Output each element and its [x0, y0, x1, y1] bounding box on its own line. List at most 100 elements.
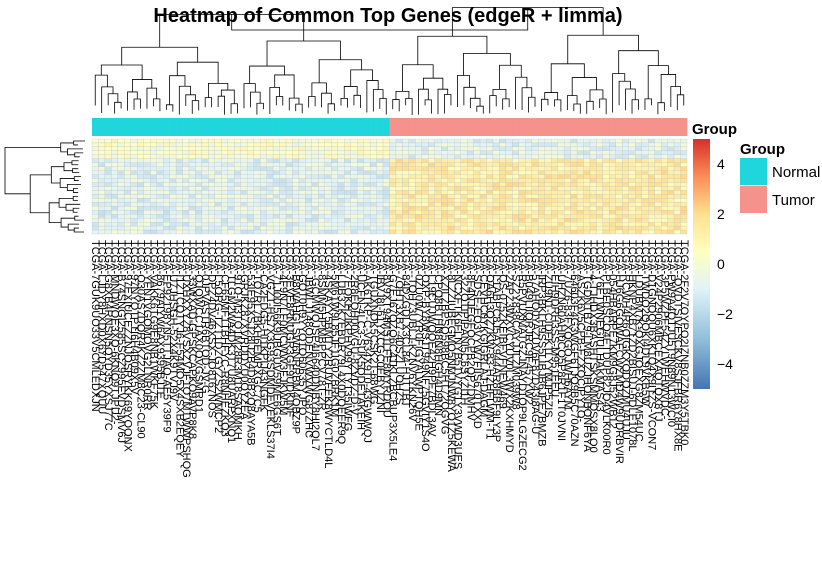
heatmap-cell [272, 182, 280, 187]
heatmap-cell [382, 214, 390, 219]
heatmap-cell [602, 174, 610, 179]
heatmap-cell [454, 225, 461, 231]
heatmap-cell [589, 142, 597, 148]
heatmap-cell [156, 146, 164, 152]
annotation-cell-tumor [635, 118, 643, 136]
dendrogram-branch [133, 98, 141, 110]
dendrogram-branch [544, 92, 559, 100]
heatmap-cell [363, 214, 371, 219]
heatmap-cell [182, 138, 190, 144]
heatmap-cell [285, 182, 293, 187]
heatmap-cell [589, 222, 597, 227]
heatmap-cell [150, 182, 157, 187]
heatmap-cell [91, 154, 99, 159]
dendrogram-branch [250, 91, 261, 108]
heatmap-cell [583, 158, 591, 163]
heatmap-cell [344, 178, 351, 183]
heatmap-cell [473, 150, 481, 155]
heatmap-cell [104, 218, 112, 223]
heatmap-cell [201, 170, 209, 175]
heatmap-cell [344, 166, 351, 171]
heatmap-cell [111, 162, 118, 167]
heatmap-cell [331, 142, 338, 148]
heatmap-cell [130, 142, 138, 148]
heatmap-cell [130, 158, 138, 163]
heatmap-cell [175, 222, 183, 227]
heatmap-cell [466, 158, 474, 163]
heatmap-cell [266, 162, 274, 167]
column-label: TCGA-YFN1VGOMOVG2LNR0RR [141, 240, 153, 411]
heatmap-cell [654, 166, 662, 171]
heatmap-cell [363, 158, 371, 163]
heatmap-cell [156, 174, 164, 179]
heatmap-cell [615, 162, 623, 167]
heatmap-cell [441, 166, 448, 171]
heatmap-cell [447, 222, 455, 227]
heatmap-cell [253, 202, 261, 207]
heatmap-cell [563, 229, 571, 235]
heatmap-cell [408, 229, 416, 235]
column-label: TCGA-32ZOTIPIPANI5C6SYZI1H [458, 240, 470, 406]
heatmap-cell [641, 138, 649, 144]
heatmap-cell [518, 150, 526, 155]
heatmap-cell [428, 222, 435, 227]
annotation-cell-tumor [531, 118, 539, 136]
heatmap-cell [389, 222, 397, 227]
heatmap-cell [486, 198, 494, 203]
heatmap-cell [479, 186, 487, 191]
heatmap-cell [311, 198, 319, 203]
heatmap-cell [583, 206, 591, 211]
heatmap-cell [124, 222, 131, 227]
heatmap-cell [98, 222, 106, 227]
heatmap-cell [208, 146, 216, 152]
heatmap-cell [376, 154, 384, 159]
heatmap-cell [104, 150, 112, 155]
heatmap-cell [350, 198, 358, 203]
heatmap-cell [247, 214, 254, 219]
heatmap-cell [156, 142, 164, 148]
heatmap-cell [98, 158, 106, 163]
annotation-cell-normal [163, 118, 170, 136]
heatmap-cell [272, 162, 280, 167]
heatmap-cell [272, 190, 280, 195]
dendrogram-branch [676, 94, 685, 111]
color-scale-tick-label: 2 [717, 206, 725, 222]
annotation-cell-normal [324, 118, 332, 136]
heatmap-cell [395, 174, 403, 179]
heatmap-cell [156, 154, 164, 159]
heatmap-cell [337, 170, 345, 175]
heatmap-cell [260, 146, 267, 152]
heatmap-cell [460, 222, 468, 227]
heatmap-cell [195, 218, 203, 223]
dendrogram-branch [48, 202, 62, 224]
heatmap-cell [227, 214, 235, 219]
heatmap-cell [402, 158, 410, 163]
heatmap-cell [421, 202, 429, 207]
heatmap-cell [667, 194, 675, 199]
heatmap-cell [421, 190, 429, 195]
heatmap-cell [434, 218, 442, 223]
heatmap-cell [201, 154, 209, 159]
heatmap-cell [369, 214, 377, 219]
heatmap-cell [382, 158, 390, 163]
heatmap-cell [117, 202, 125, 207]
heatmap-cell [318, 194, 325, 199]
heatmap-cell [415, 229, 422, 235]
heatmap-cell [673, 162, 681, 167]
heatmap-cell [247, 166, 254, 171]
heatmap-cell [505, 210, 513, 215]
heatmap-cell [466, 198, 474, 203]
annotation-cell-normal [266, 118, 274, 136]
heatmap-cell [499, 182, 507, 187]
heatmap-cell [441, 190, 448, 195]
heatmap-cell [551, 182, 558, 187]
column-label: TCGA-B049LIIQRJRC9F457YW2 [523, 240, 535, 405]
heatmap-cell [447, 225, 455, 231]
heatmap-cell [156, 218, 164, 223]
heatmap-cell [369, 218, 377, 223]
heatmap-cell [512, 146, 519, 152]
heatmap-cell [518, 142, 526, 148]
heatmap-cell [221, 178, 228, 183]
heatmap-cell [434, 174, 442, 179]
column-label: TCGA-G8XB4RNSN5QYD35YXSJ77C [102, 240, 114, 431]
